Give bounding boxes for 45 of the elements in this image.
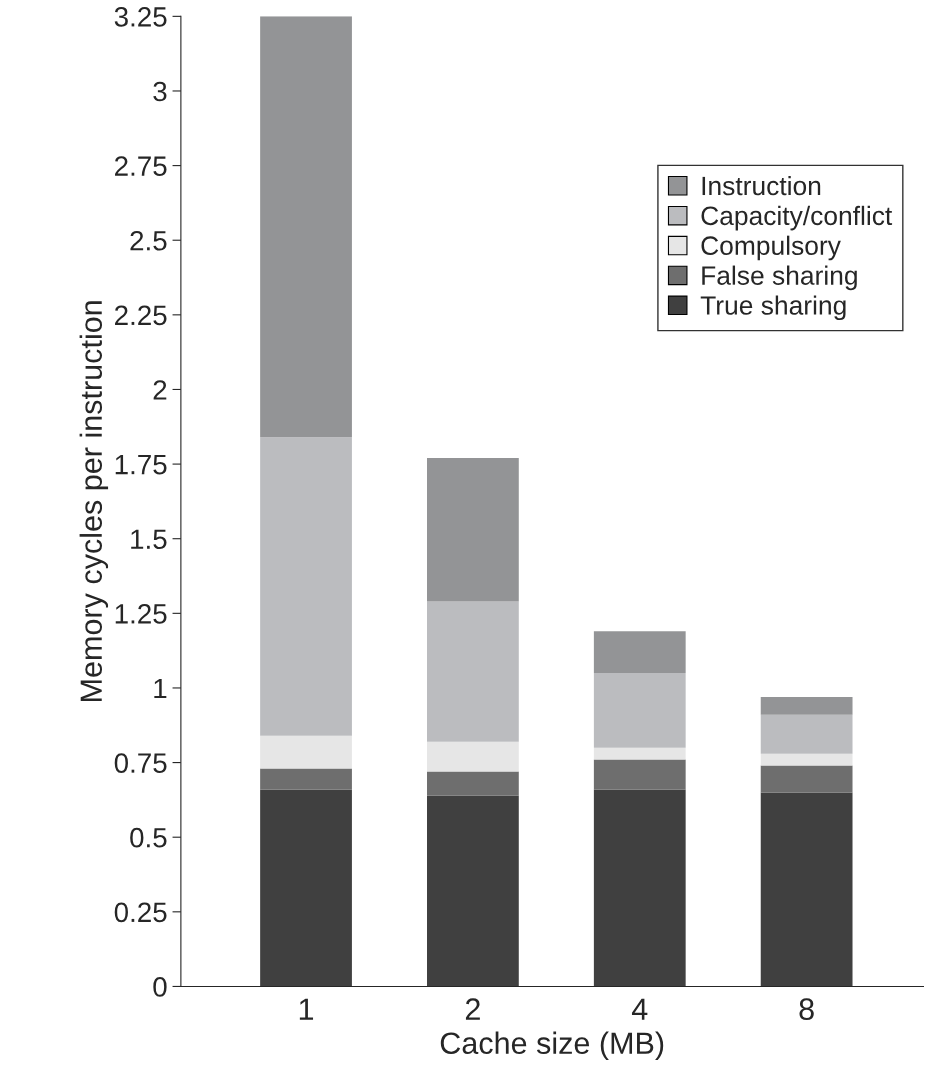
y-tick-label: 0 xyxy=(153,977,167,997)
y-tick-label: 1 xyxy=(154,678,167,699)
bar xyxy=(260,16,352,438)
y-tick-label: 2.25 xyxy=(115,305,167,326)
legend-label: True sharing xyxy=(700,295,846,321)
x-tick-label: 8 xyxy=(799,998,814,1021)
bar xyxy=(427,458,519,602)
bar xyxy=(593,673,686,748)
x-tick-label: 2 xyxy=(465,998,480,1020)
bar xyxy=(593,789,686,987)
bar xyxy=(593,631,686,674)
bar xyxy=(427,795,519,987)
y-tick-label: 1.25 xyxy=(115,604,167,624)
x-tick-label: 4 xyxy=(631,998,648,1020)
x-axis-title: Cache size (MB) xyxy=(440,1031,664,1061)
y-tick-label: 2.75 xyxy=(115,156,167,176)
bar xyxy=(260,735,352,769)
bar xyxy=(427,741,519,772)
y-tick-label: 0.25 xyxy=(114,902,167,923)
bar xyxy=(760,753,853,766)
legend-label: Compulsory xyxy=(701,235,841,261)
y-tick-label: 1.75 xyxy=(115,455,167,475)
y-tick-label: 0.5 xyxy=(130,827,167,848)
y-tick-label: 2 xyxy=(153,380,167,400)
legend-label: Instruction xyxy=(702,175,821,196)
legend-label: Capacity/conflict xyxy=(701,205,893,231)
legend-label: False sharing xyxy=(702,265,857,291)
bar xyxy=(760,765,853,793)
y-tick-label: 2.5 xyxy=(130,230,167,251)
y-tick-label: 3.25 xyxy=(114,7,167,27)
bar xyxy=(260,789,352,987)
y-tick-label: 3 xyxy=(153,81,167,102)
y-tick-label: 0.75 xyxy=(114,753,167,773)
bar xyxy=(260,768,352,790)
bar xyxy=(593,747,686,760)
bar xyxy=(760,696,853,715)
y-axis-title: Memory cycles per instruction xyxy=(79,301,109,701)
bar xyxy=(427,771,519,796)
x-tick-label: 1 xyxy=(299,998,314,1020)
bar xyxy=(593,759,686,790)
y-tick-label: 1.5 xyxy=(131,529,167,550)
bar xyxy=(260,437,352,736)
bar xyxy=(427,601,519,742)
bar xyxy=(760,714,853,754)
bar xyxy=(760,792,853,987)
